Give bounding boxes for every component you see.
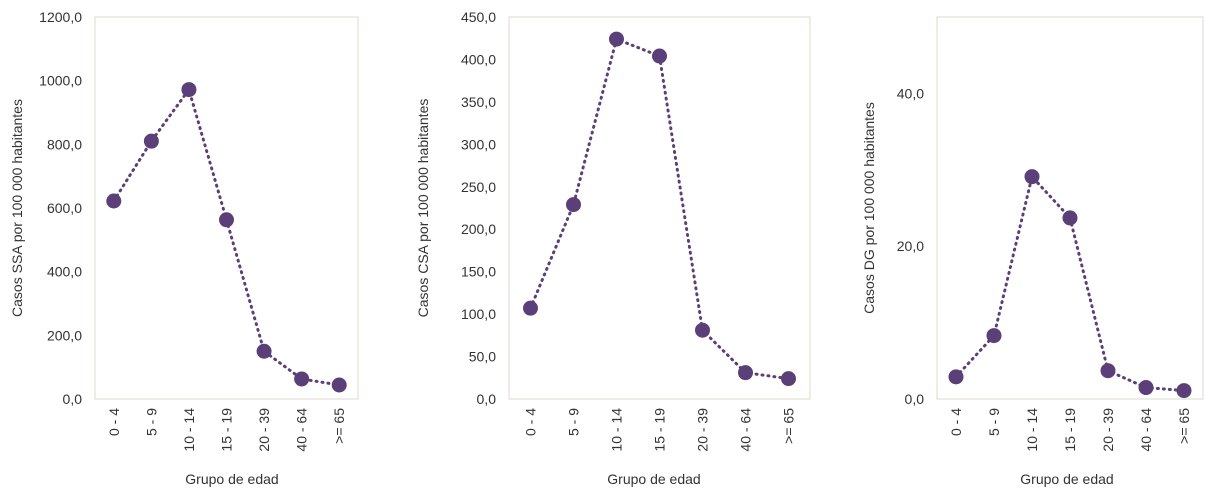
chart-ssa-y-tick-label: 800,0	[47, 136, 82, 152]
chart-csa-data-point	[781, 371, 796, 387]
chart-csa-data-point	[738, 365, 753, 381]
chart-csa-x-ticks: 0 - 4 5 - 9 10 - 14 15 - 19 20 - 39 40 - 64 >=…	[523, 408, 797, 452]
chart-ssa-x-tick-label: >= 65	[331, 408, 347, 444]
chart-csa-y-axis-title: Casos CSA por 100 000 habitantes	[415, 99, 431, 318]
chart-ssa-plot-frame	[94, 16, 359, 400]
chart-csa-x-tick-label: 10 - 14	[609, 408, 625, 452]
chart-dg-x-tick-label: >= 65	[1176, 408, 1192, 444]
chart-csa-y-tick-label: 200,0	[461, 221, 496, 237]
chart-ssa-y-tick-label: 1200,0	[39, 9, 82, 25]
chart-dg: 0,0 20,0 40,0 0 - 4 5 - 9 10 - 14 15 - 19 20 -…	[861, 16, 1204, 487]
chart-csa-y-tick-label: 450,0	[461, 9, 496, 25]
chart-ssa-data-point	[143, 133, 159, 149]
chart-ssa-y-tick-label: 400,0	[47, 264, 82, 280]
chart-dg-series-line	[954, 173, 1186, 393]
chart-csa-data-point	[523, 300, 538, 316]
chart-ssa-y-tick-label: 1000,0	[39, 73, 82, 89]
chart-ssa-y-tick-label: 200,0	[47, 327, 82, 343]
chart-csa-plot-frame	[508, 16, 811, 400]
chart-dg-y-axis-title: Casos DG por 100 000 habitantes	[861, 102, 877, 314]
chart-ssa-x-tick-label: 10 - 14	[181, 408, 197, 452]
chart-ssa-data-point	[219, 212, 234, 228]
chart-ssa-x-tick-label: 15 - 19	[219, 408, 235, 452]
chart-dg-points	[948, 169, 1192, 399]
chart-ssa-y-tick-label: 600,0	[47, 200, 82, 216]
chart-csa-y-tick-label: 150,0	[461, 264, 496, 280]
chart-csa-x-axis-title: Grupo de edad	[607, 471, 700, 487]
chart-ssa-x-tick-label: 0 - 4	[106, 408, 122, 436]
chart-ssa-data-point	[256, 343, 272, 359]
chart-ssa-y-ticks: 0,0 200,0 400,0 600,0 800,0 1000,0 1200,0	[39, 9, 82, 407]
chart-dg-x-axis-title: Grupo de edad	[1020, 471, 1113, 487]
chart-ssa-series-line	[112, 86, 341, 387]
chart-ssa-x-tick-label: 40 - 64	[294, 408, 310, 452]
chart-csa-y-tick-label: 250,0	[461, 179, 496, 195]
chart-csa-y-tick-label: 0,0	[477, 391, 497, 407]
chart-csa-x-tick-label: >= 65	[781, 408, 797, 444]
chart-dg-data-point	[1100, 363, 1116, 379]
chart-dg-data-point	[1062, 210, 1078, 226]
chart-csa-data-point	[695, 322, 710, 338]
chart-csa-x-tick-label: 0 - 4	[523, 408, 539, 436]
chart-dg-x-tick-label: 40 - 64	[1138, 408, 1154, 452]
chart-ssa-data-point	[331, 377, 347, 393]
chart-csa-y-tick-label: 100,0	[461, 306, 496, 322]
chart-csa-points	[523, 31, 796, 387]
chart-dg-x-tick-label: 15 - 19	[1062, 408, 1078, 452]
chart-dg-x-tick-label: 5 - 9	[986, 408, 1002, 436]
chart-csa-data-point	[566, 197, 581, 213]
chart-ssa-y-axis-title: Casos SSA por 100 000 habitantes	[9, 99, 25, 317]
chart-csa-y-ticks: 0,0 50,0 100,0 150,0 200,0 250,0 300,0 350,0 400…	[461, 9, 496, 407]
chart-dg-x-tick-label: 0 - 4	[948, 408, 964, 436]
chart-ssa-data-point	[106, 193, 122, 209]
chart-ssa-data-point	[181, 82, 197, 98]
chart-ssa-x-tick-label: 5 - 9	[143, 408, 159, 436]
chart-dg-x-ticks: 0 - 4 5 - 9 10 - 14 15 - 19 20 - 39 40 - 64 >=…	[948, 408, 1192, 452]
chart-ssa-y-tick-label: 0,0	[63, 391, 83, 407]
chart-ssa-x-tick-label: 20 - 39	[256, 408, 272, 452]
chart-ssa-points	[106, 82, 347, 393]
chart-ssa-x-axis-title: Grupo de edad	[185, 471, 278, 487]
chart-csa-x-tick-label: 5 - 9	[566, 408, 582, 436]
chart-csa-y-tick-label: 50,0	[469, 349, 496, 365]
chart-csa-x-tick-label: 15 - 19	[652, 408, 668, 452]
chart-ssa: 0,0 200,0 400,0 600,0 800,0 1000,0 1200,0 0 - …	[9, 9, 359, 487]
chart-dg-y-tick-label: 20,0	[897, 238, 924, 254]
chart-dg-x-tick-label: 10 - 14	[1024, 408, 1040, 452]
chart-dg-data-point	[1024, 169, 1040, 185]
chart-csa: 0,0 50,0 100,0 150,0 200,0 250,0 300,0 350,0 400…	[415, 9, 811, 487]
chart-csa-y-tick-label: 350,0	[461, 94, 496, 110]
chart-dg-x-tick-label: 20 - 39	[1100, 408, 1116, 452]
chart-dg-plot-frame	[936, 16, 1204, 400]
chart-dg-data-point	[986, 328, 1002, 344]
chart-csa-y-tick-label: 400,0	[461, 51, 496, 67]
chart-csa-data-point	[609, 31, 624, 47]
chart-ssa-data-point	[294, 371, 310, 387]
chart-dg-y-ticks: 0,0 20,0 40,0	[897, 85, 924, 407]
chart-csa-y-tick-label: 300,0	[461, 136, 496, 152]
chart-dg-data-point	[1138, 380, 1154, 396]
chart-csa-x-tick-label: 20 - 39	[695, 408, 711, 452]
chart-dg-data-point	[1176, 383, 1192, 399]
chart-dg-data-point	[948, 369, 964, 385]
chart-csa-data-point	[652, 48, 667, 64]
chart-ssa-x-ticks: 0 - 4 5 - 9 10 - 14 15 - 19 20 - 39 40 - 64 >=…	[106, 408, 347, 452]
chart-csa-x-tick-label: 40 - 64	[738, 408, 754, 452]
chart-dg-y-tick-label: 0,0	[905, 391, 925, 407]
chart-dg-y-tick-label: 40,0	[897, 85, 924, 101]
